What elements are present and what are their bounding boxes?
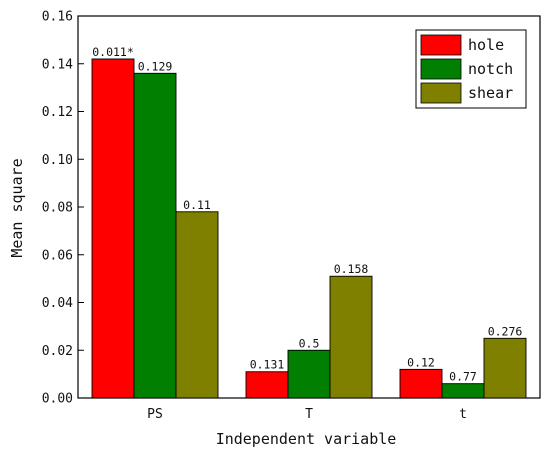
bar-notch-PS [133, 72, 177, 399]
y-tick-label: 0.16 [42, 10, 73, 25]
bar-hole-T [245, 371, 289, 399]
bar-notch-T [287, 349, 331, 399]
bar-shear-PS [175, 211, 219, 399]
x-tick-label: T [305, 407, 313, 422]
data-label: 0.11 [183, 198, 211, 212]
bar-notch-t [441, 383, 485, 399]
bar-shear-T [329, 275, 373, 399]
data-label: 0.131 [250, 358, 285, 372]
data-label: 0.011* [92, 45, 134, 59]
legend-swatch-hole [420, 34, 462, 56]
data-label: 0.77 [449, 370, 477, 384]
legend-label: notch [468, 60, 513, 78]
x-axis-title: Independent variable [216, 430, 397, 448]
data-label: 0.276 [488, 324, 523, 338]
data-label: 0.12 [407, 355, 435, 369]
y-tick-label: 0.10 [42, 153, 73, 168]
legend-label: hole [468, 36, 504, 54]
x-tick-label: PS [147, 407, 163, 422]
data-label: 0.5 [299, 336, 320, 350]
y-tick-label: 0.00 [42, 392, 73, 407]
data-label: 0.158 [334, 262, 369, 276]
y-tick-label: 0.12 [42, 105, 73, 120]
y-tick-label: 0.14 [42, 57, 73, 72]
legend-swatch-shear [420, 82, 462, 104]
y-axis-title: Mean square [8, 158, 26, 257]
legend-label: shear [468, 84, 513, 102]
legend-swatch-notch [420, 58, 462, 80]
y-tick-label: 0.02 [42, 344, 73, 359]
data-label: 0.129 [138, 59, 173, 73]
plot-area: 0.00 0.02 0.04 0.06 0.08 0.10 0.12 0.14 0.16 PS 0.… [42, 10, 541, 422]
bar-shear-t [483, 337, 527, 399]
bar-hole-PS [91, 58, 135, 399]
legend: hole notch shear [415, 29, 527, 109]
x-tick-label: t [459, 407, 467, 422]
bar-hole-t [399, 368, 443, 399]
y-tick-label: 0.04 [42, 296, 73, 311]
y-tick-label: 0.08 [42, 201, 73, 216]
y-tick-label: 0.06 [42, 248, 73, 263]
